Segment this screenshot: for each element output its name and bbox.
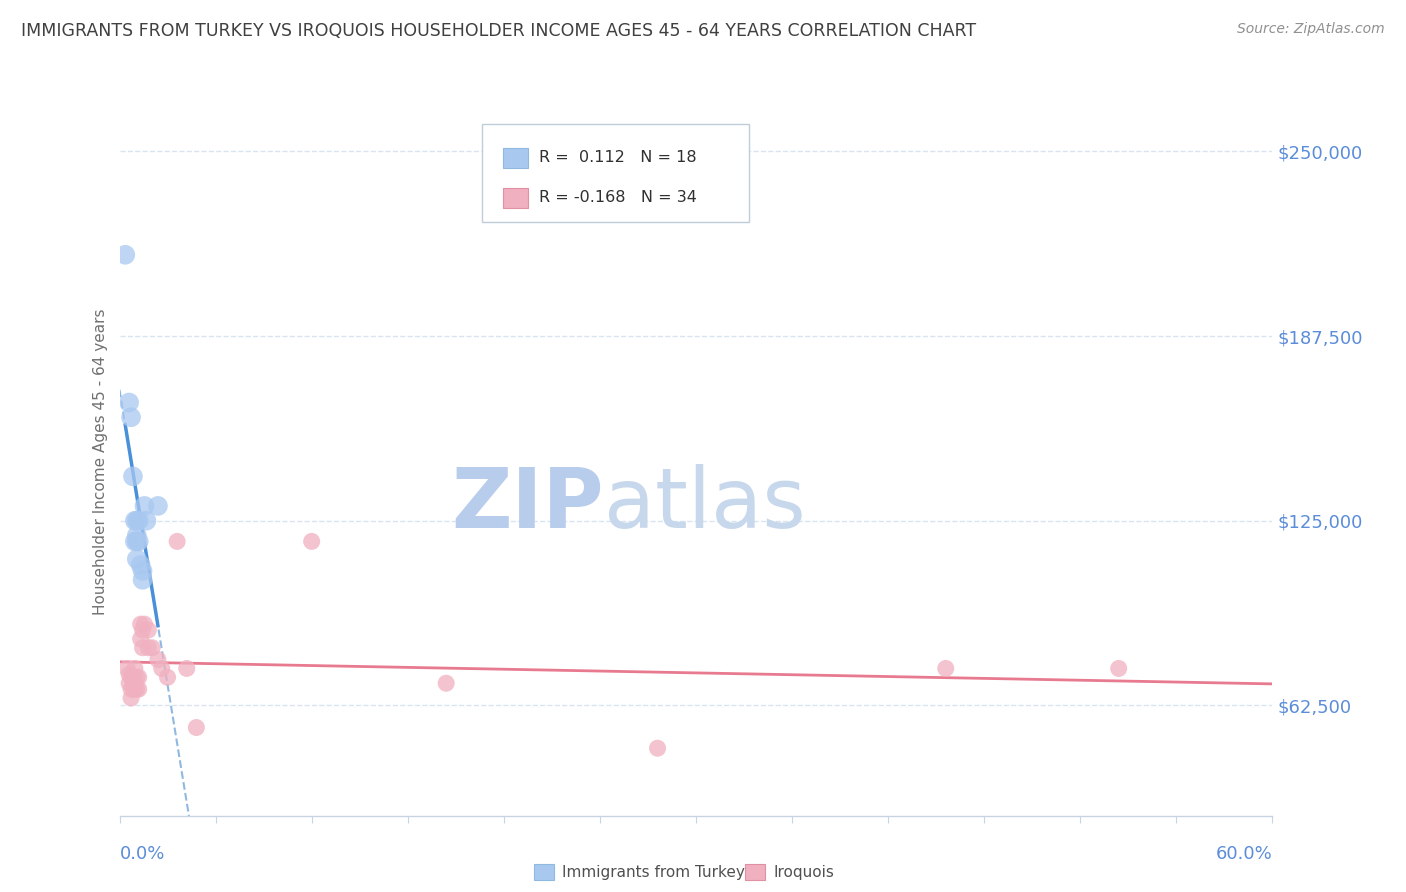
Point [131, 640, 153, 655]
Point [125, 528, 148, 542]
Text: 0.0%: 0.0% [120, 845, 165, 863]
Point [120, 410, 142, 425]
Point [146, 499, 169, 513]
Point [138, 623, 160, 637]
Point [118, 395, 141, 409]
Point [134, 617, 156, 632]
Point [131, 564, 153, 578]
Point [935, 661, 957, 675]
Point [166, 534, 188, 549]
Point [124, 661, 146, 675]
Point [120, 670, 142, 684]
Y-axis label: Householder Income Ages 45 - 64 years: Householder Income Ages 45 - 64 years [93, 309, 108, 615]
Point [122, 670, 145, 684]
Text: atlas: atlas [603, 464, 806, 545]
Text: Immigrants from Turkey: Immigrants from Turkey [562, 865, 745, 880]
Point [124, 676, 146, 690]
Text: 60.0%: 60.0% [1216, 845, 1272, 863]
Point [118, 667, 141, 681]
Text: Iroquois: Iroquois [773, 865, 834, 880]
Point [124, 682, 146, 697]
Point [125, 670, 148, 684]
Point [114, 248, 136, 262]
Point [134, 499, 156, 513]
Point [186, 721, 208, 735]
Point [146, 652, 169, 666]
Point [434, 676, 457, 690]
Point [131, 623, 153, 637]
Text: R = -0.168   N = 34: R = -0.168 N = 34 [540, 190, 697, 205]
Point [1108, 661, 1130, 675]
Point [125, 534, 148, 549]
Text: IMMIGRANTS FROM TURKEY VS IROQUOIS HOUSEHOLDER INCOME AGES 45 - 64 YEARS CORRELA: IMMIGRANTS FROM TURKEY VS IROQUOIS HOUSE… [21, 22, 976, 40]
Point [128, 534, 150, 549]
Point [120, 690, 142, 705]
Point [128, 514, 150, 528]
Text: Source: ZipAtlas.com: Source: ZipAtlas.com [1237, 22, 1385, 37]
Point [122, 469, 145, 483]
Text: ZIP: ZIP [451, 464, 603, 545]
Point [150, 661, 173, 675]
Point [128, 682, 150, 697]
Point [135, 514, 157, 528]
Point [124, 534, 146, 549]
Point [125, 514, 148, 528]
Point [176, 661, 198, 675]
Point [156, 670, 179, 684]
Point [122, 682, 145, 697]
Point [124, 514, 146, 528]
Point [128, 670, 150, 684]
Point [125, 552, 148, 566]
Point [118, 676, 141, 690]
Point [120, 682, 142, 697]
Point [138, 640, 160, 655]
Point [129, 632, 152, 646]
Text: R =  0.112   N = 18: R = 0.112 N = 18 [540, 150, 697, 165]
Point [647, 741, 669, 756]
Point [129, 617, 152, 632]
Point [141, 640, 163, 655]
Point [131, 573, 153, 587]
Point [115, 661, 138, 675]
Point [129, 558, 152, 572]
Point [301, 534, 323, 549]
Point [125, 682, 148, 697]
